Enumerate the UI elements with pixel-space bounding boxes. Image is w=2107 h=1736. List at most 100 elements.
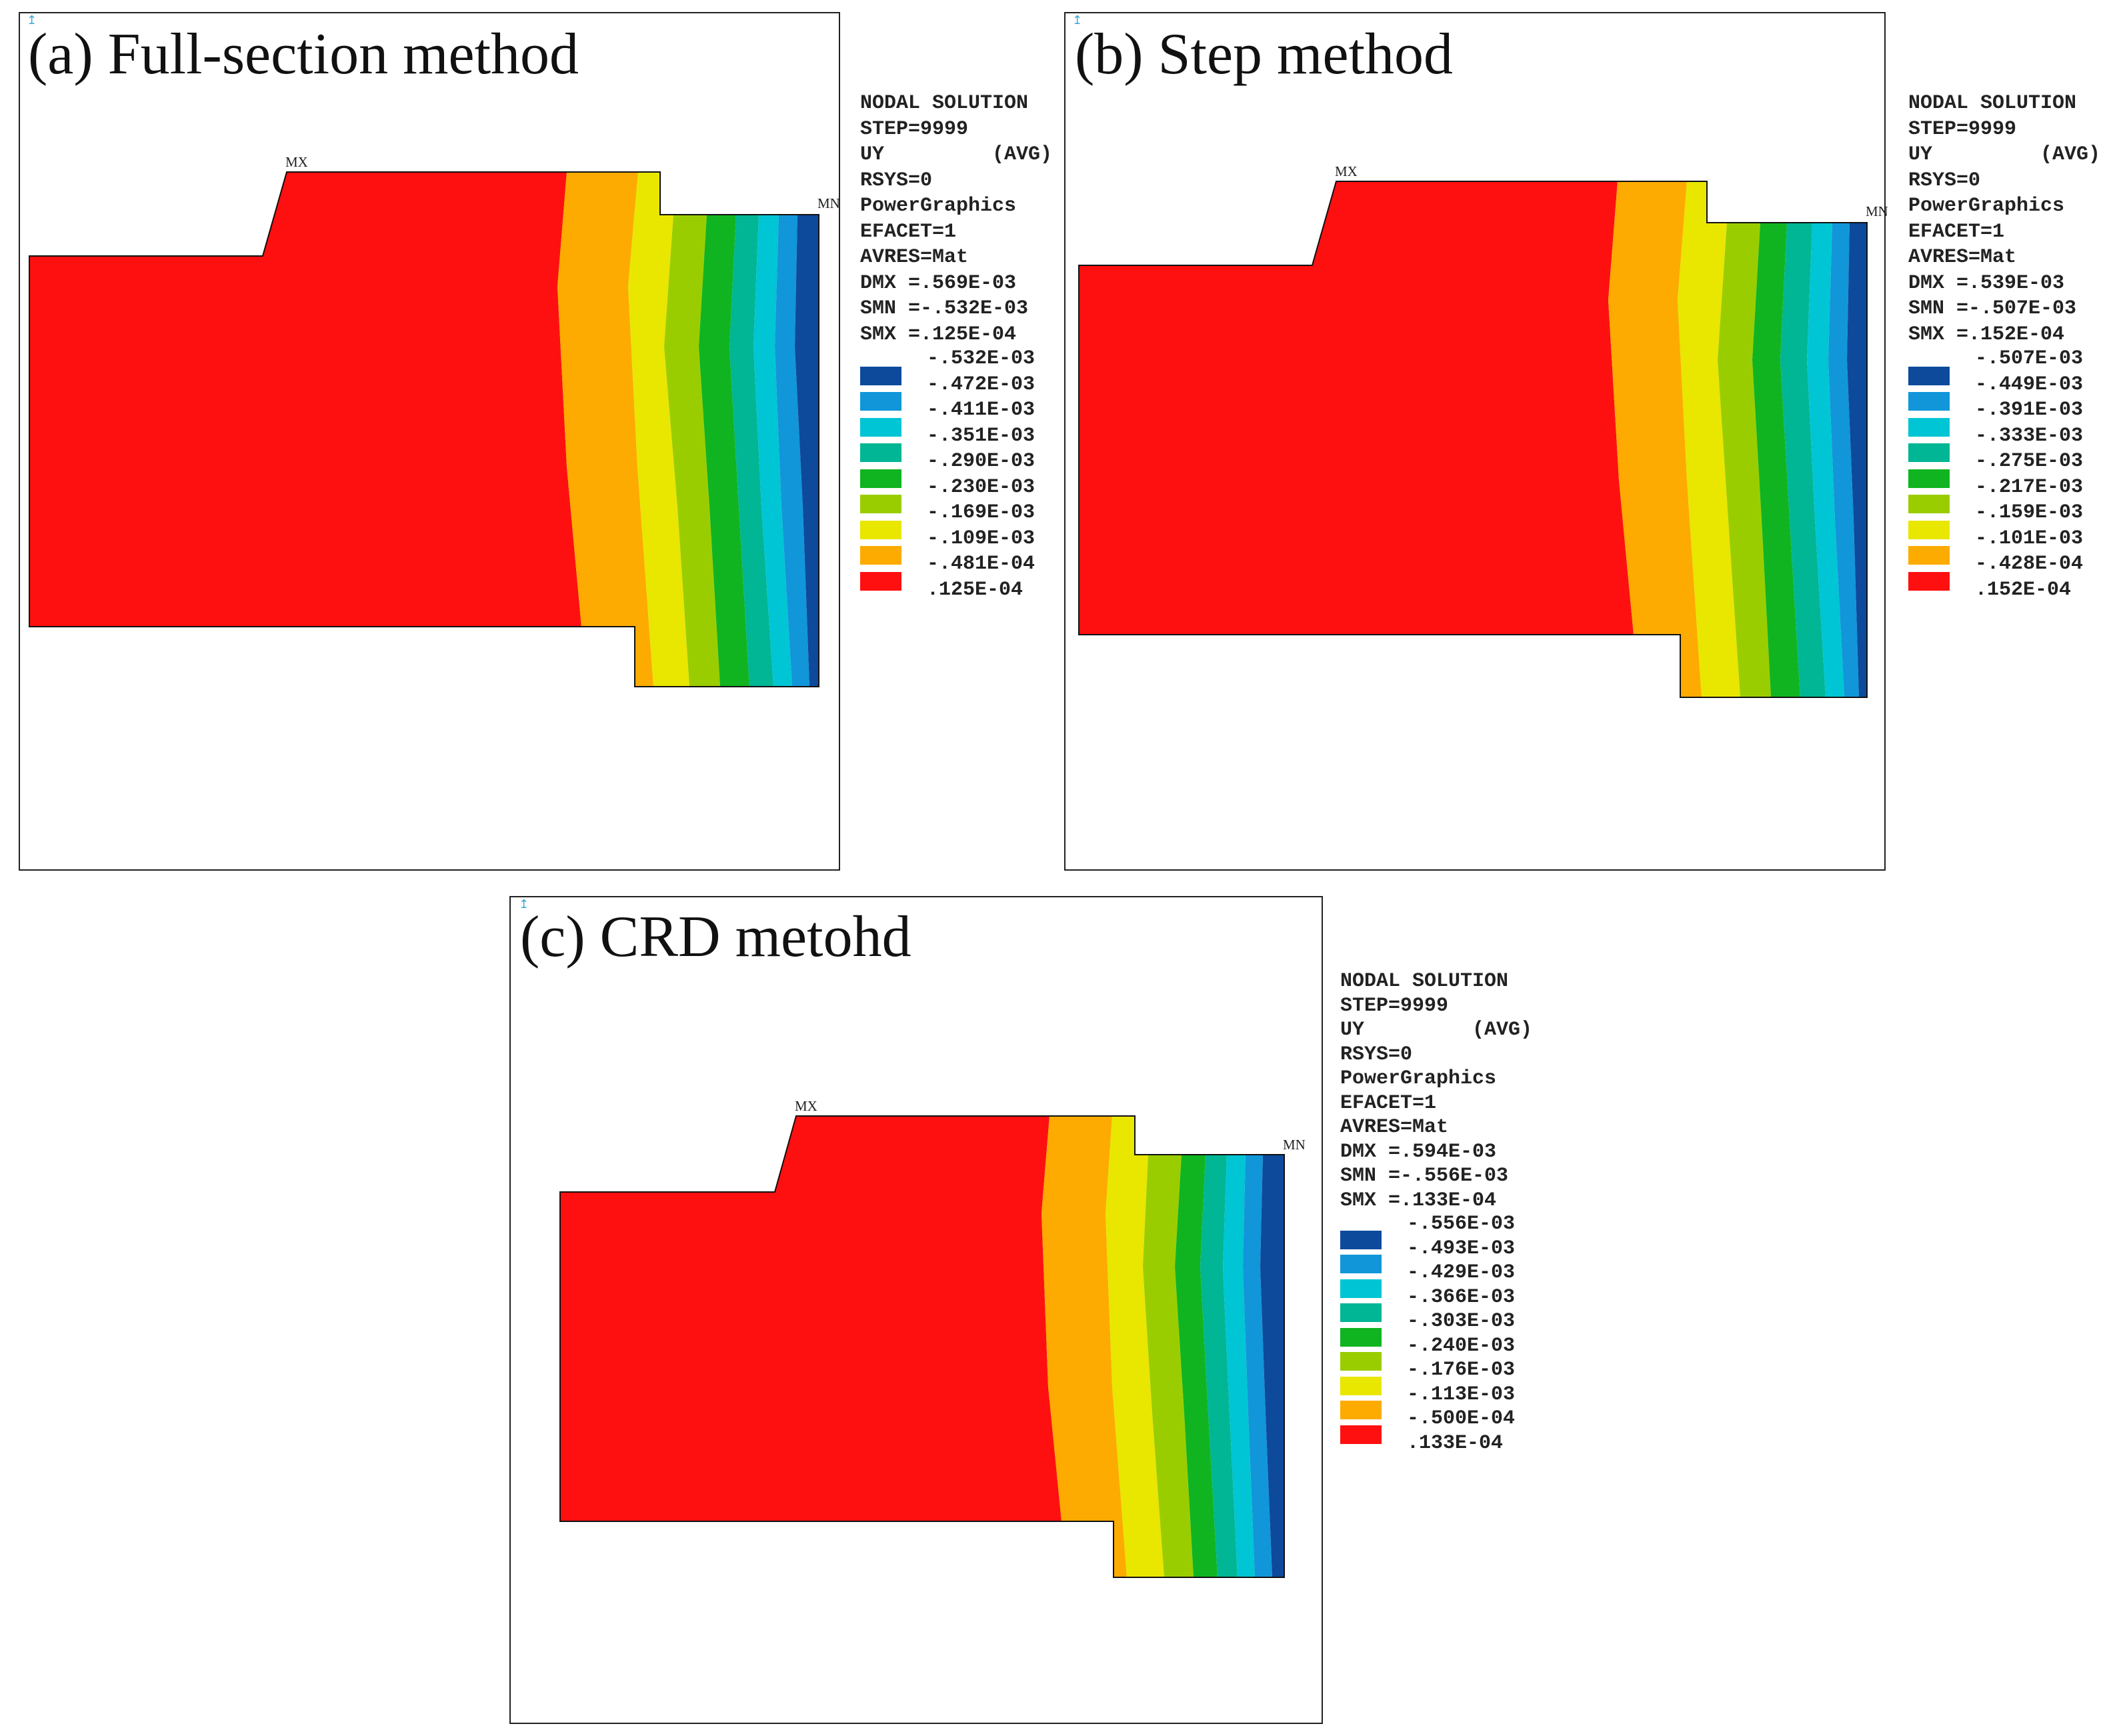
legend-swatch	[860, 417, 901, 437]
legend-value: -.493E-03	[1407, 1237, 1516, 1260]
legend-swatch	[1340, 1352, 1382, 1371]
legend-header-line: NODAL SOLUTION	[860, 92, 1029, 115]
legend-header-line: SMN =-.532E-03	[860, 297, 1029, 320]
legend-header-line: EFACET=1	[1340, 1091, 1437, 1115]
legend-swatch	[1908, 366, 1950, 385]
legend-value: -.366E-03	[1407, 1285, 1516, 1309]
contour-band-6	[1718, 223, 1771, 697]
legend-swatch	[1908, 392, 1950, 411]
contour-band-1	[1260, 1155, 1284, 1577]
contour-band-1	[1847, 223, 1867, 697]
legend-header-line: SMX =.125E-04	[860, 323, 1017, 346]
legend-value: -.230E-03	[927, 475, 1035, 499]
legend-value: -.411E-03	[927, 399, 1035, 421]
legend-value: -.449E-03	[1975, 373, 2084, 396]
legend-row: -.230E-03	[860, 469, 1052, 502]
legend-value: -.472E-03	[927, 373, 1035, 396]
legend-row: -.240E-03	[1340, 1327, 1532, 1359]
contour-band-7	[628, 172, 689, 687]
contour-band-5	[1175, 1155, 1218, 1577]
contour-band-6	[1143, 1155, 1194, 1577]
legend-value: -.303E-03	[1407, 1310, 1516, 1333]
legend-header-line: SMX =.133E-04	[1340, 1189, 1497, 1212]
legend-swatch	[860, 366, 901, 385]
legend-swatch	[1908, 495, 1950, 513]
axis-triad-icon: ↥	[519, 897, 529, 911]
legend-value: -.507E-03	[1975, 347, 2084, 370]
legend-row: -.113E-03	[1340, 1376, 1532, 1408]
legend-row: .152E-04	[1908, 571, 2100, 605]
legend-header-line: AVRES=Mat	[1340, 1116, 1449, 1139]
legend-swatch	[860, 469, 901, 488]
panel-c-contour: MX MN	[559, 1098, 1306, 1578]
legend-header-line: DMX =.569E-03	[860, 271, 1017, 295]
legend-row: .125E-04	[860, 571, 1052, 605]
legend-value: -.113E-03	[1407, 1383, 1516, 1406]
legend-row: -.169E-03	[860, 495, 1052, 527]
contour-band-9	[29, 172, 581, 627]
legend-swatch	[1908, 417, 1950, 437]
legend-value: .125E-04	[927, 578, 1023, 601]
legend-header-line: UY (AVG)	[860, 143, 1053, 166]
contour-band-4	[1780, 223, 1826, 697]
contour-band-3	[1807, 223, 1844, 697]
legend-row: -.481E-04	[860, 546, 1052, 579]
axis-triad-icon: ↥	[1072, 13, 1083, 27]
legend-swatch	[860, 546, 901, 565]
legend-swatch	[1340, 1303, 1382, 1322]
legend-header-line: NODAL SOLUTION	[1908, 92, 2077, 115]
min-marker-label: MN	[817, 195, 840, 211]
contour-band-8	[557, 172, 653, 687]
legend-value: -.532E-03	[927, 347, 1035, 370]
legend-value: -.109E-03	[927, 527, 1035, 550]
legend-swatch	[1340, 1255, 1382, 1273]
legend-header-line: STEP=9999	[1908, 117, 2017, 141]
contour-band-5	[699, 215, 749, 687]
panel-a-contour: MX MN	[29, 154, 840, 687]
legend-value: -.333E-03	[1975, 424, 2084, 447]
legend-value: .152E-04	[1975, 578, 2072, 601]
legend-header-line: STEP=9999	[860, 117, 969, 141]
legend-value: -.275E-03	[1975, 450, 2084, 473]
legend-row: -.109E-03	[860, 520, 1052, 553]
legend-value: -.290E-03	[927, 450, 1035, 473]
section-outline	[559, 1115, 1285, 1578]
legend-swatch	[1908, 443, 1950, 462]
legend-swatch	[1908, 520, 1950, 539]
legend-row: -.351E-03	[860, 417, 1052, 451]
legend-swatch	[1340, 1279, 1382, 1298]
legend-swatch	[1340, 1230, 1382, 1249]
legend-value: .133E-04	[1407, 1431, 1504, 1455]
legend-header-line: RSYS=0	[1340, 1043, 1413, 1066]
legend-header-line: PowerGraphics	[1340, 1067, 1497, 1090]
legend-row: -.411E-03	[860, 392, 1052, 425]
legend-row: -.303E-03	[1340, 1303, 1532, 1335]
legend-value: -.176E-03	[1407, 1359, 1516, 1381]
legend-row: -.101E-03	[1908, 520, 2100, 553]
legend-value: -.169E-03	[927, 501, 1035, 524]
legend-value: -.351E-03	[927, 424, 1035, 447]
legend-row: -.333E-03	[1908, 417, 2100, 451]
legend-row: -.176E-03	[1340, 1352, 1532, 1383]
legend-swatch	[1340, 1327, 1382, 1347]
legend-row: -.507E-03	[1908, 347, 2100, 373]
min-marker-label: MN	[1283, 1137, 1306, 1153]
contour-band-8	[1608, 181, 1702, 697]
legend-row: -.493E-03	[1340, 1230, 1532, 1262]
max-marker-label: MX	[1335, 163, 1358, 179]
legend-header-line: AVRES=Mat	[860, 246, 969, 269]
legend-swatch	[860, 571, 901, 591]
legend-row: -.449E-03	[1908, 366, 2100, 399]
legend-row: -.556E-03	[1340, 1213, 1532, 1237]
contour-band-5	[1752, 223, 1800, 697]
legend-row: -.217E-03	[1908, 469, 2100, 502]
panel-c-title: (c) CRD metohd	[520, 905, 911, 969]
panel-b-contour: MX MN	[1078, 163, 1888, 698]
legend-swatch	[1908, 469, 1950, 488]
legend-swatch	[1908, 571, 1950, 591]
contour-band-2	[1243, 1155, 1272, 1577]
legend-header-line: SMN =-.507E-03	[1908, 297, 2077, 320]
contour-band-1	[795, 215, 819, 687]
legend-header-line: RSYS=0	[860, 169, 933, 192]
panel-b-legend: NODAL SOLUTION STEP=9999 UY (AVG) RSYS=0…	[1908, 91, 2100, 604]
